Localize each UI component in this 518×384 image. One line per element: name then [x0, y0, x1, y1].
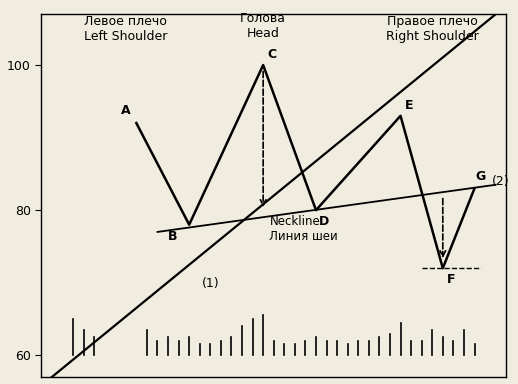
Text: F: F [447, 273, 455, 286]
Text: Голова
Head: Голова Head [240, 12, 286, 40]
Text: G: G [476, 170, 486, 182]
Text: B: B [167, 230, 177, 243]
Text: (2): (2) [492, 175, 509, 189]
Text: D: D [319, 215, 329, 228]
Text: (1): (1) [202, 277, 219, 290]
Text: Левое плечо
Left Shoulder: Левое плечо Left Shoulder [84, 15, 167, 43]
Text: E: E [405, 99, 413, 112]
Text: A: A [121, 104, 131, 117]
Text: Neckline
Линия шеи: Neckline Линия шеи [269, 215, 338, 243]
Text: Правое плечо
Right Shoulder: Правое плечо Right Shoulder [386, 15, 479, 43]
Text: C: C [267, 48, 276, 61]
